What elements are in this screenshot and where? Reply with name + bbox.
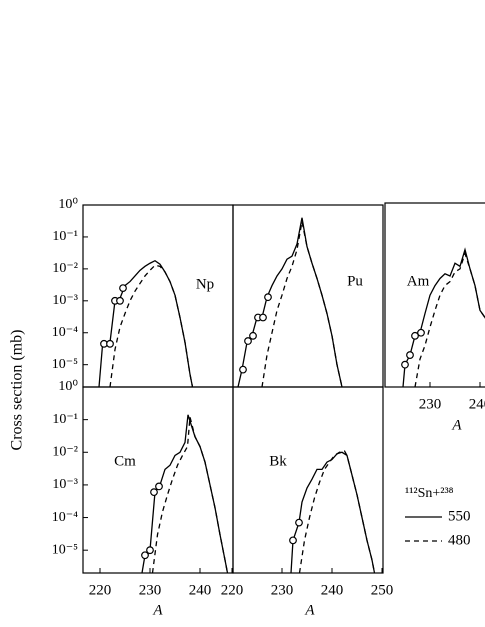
y-tick-label: 10⁻⁴ [52, 510, 78, 525]
x-tick-label: 240 [189, 582, 212, 598]
panel: Am 230 240 A [384, 202, 485, 433]
data-line [402, 247, 485, 387]
data-line [290, 451, 376, 573]
panel-label: Pu [347, 273, 363, 289]
data-point [264, 293, 272, 302]
data-point [406, 351, 414, 359]
panel-frame [384, 202, 485, 388]
x-tick-label: 240 [321, 582, 344, 598]
data-point [119, 284, 127, 292]
data-line [109, 264, 194, 387]
x-tick-label: 230 [419, 396, 442, 412]
data-point [259, 313, 267, 322]
y-tick-label: 10⁻³ [52, 477, 78, 492]
data-line [151, 416, 229, 573]
data-point [146, 546, 154, 555]
y-tick-label: 10⁻⁵ [52, 357, 78, 372]
panel-frame [82, 386, 234, 574]
panel-frame [82, 204, 234, 388]
x-tick-label: 230 [139, 582, 162, 598]
data-point [401, 360, 409, 369]
plot-area [237, 217, 343, 387]
panel-label: Bk [269, 453, 287, 469]
data-point [411, 331, 419, 340]
panel: Pu [232, 204, 384, 388]
x-axis-label: A [152, 602, 163, 618]
y-tick-label: 10⁰ [58, 379, 78, 394]
data-point [244, 337, 252, 345]
legend-title: ¹¹²Sn+²³⁸ [405, 486, 454, 501]
data-point [249, 331, 257, 340]
panel: Bk 220 230 240 250 A [221, 386, 394, 618]
y-tick-label: 10⁻¹ [52, 229, 78, 244]
panel: Np 10⁰ 10⁻¹ 10⁻² 10⁻³ 10⁻⁴ 10⁻⁵ [52, 197, 234, 388]
data-point [116, 296, 124, 305]
panel-label: Am [407, 273, 430, 289]
legend-label: 480 [448, 532, 471, 548]
x-axis-label: A [304, 602, 315, 618]
x-tick-label: 250 [371, 582, 394, 598]
data-point [289, 536, 297, 545]
panel-frame [232, 386, 384, 574]
x-tick-label: 220 [221, 582, 244, 598]
plot-area [290, 450, 376, 573]
data-line [261, 221, 343, 387]
x-tick-label: 230 [271, 582, 294, 598]
data-point [239, 365, 247, 374]
data-point [106, 339, 114, 348]
panel-frame [232, 204, 384, 388]
panel: Cm 10⁰ 10⁻¹ 10⁻² 10⁻³ 10⁻⁴ 10⁻⁵ 220 230 240 A [52, 379, 234, 618]
x-tick-label: 220 [89, 582, 112, 598]
y-tick-label: 10⁻² [52, 444, 78, 459]
legend-label: 550 [448, 508, 471, 524]
x-tick-label: 240 [469, 396, 485, 412]
data-line [298, 450, 376, 573]
plot-area [98, 259, 194, 387]
y-tick-label: 10⁻³ [52, 293, 78, 308]
x-axis-label: A [451, 417, 462, 433]
y-tick-label: 10⁻⁵ [52, 542, 78, 557]
data-line [414, 251, 485, 387]
y-tick-label: 10⁻⁴ [52, 325, 78, 340]
data-point [141, 551, 149, 560]
y-tick-label: 10⁻¹ [52, 412, 78, 427]
data-point [417, 328, 425, 337]
data-point [295, 518, 303, 527]
panel-label: Cm [114, 453, 136, 469]
data-point [155, 482, 163, 491]
y-axis-label: Cross section (mb) [9, 330, 26, 451]
data-point [150, 488, 158, 497]
y-tick-label: 10⁰ [58, 197, 78, 212]
data-line [237, 217, 343, 387]
y-tick-label: 10⁻² [52, 261, 78, 276]
plot-area [402, 247, 485, 387]
panel-label: Np [196, 276, 214, 292]
